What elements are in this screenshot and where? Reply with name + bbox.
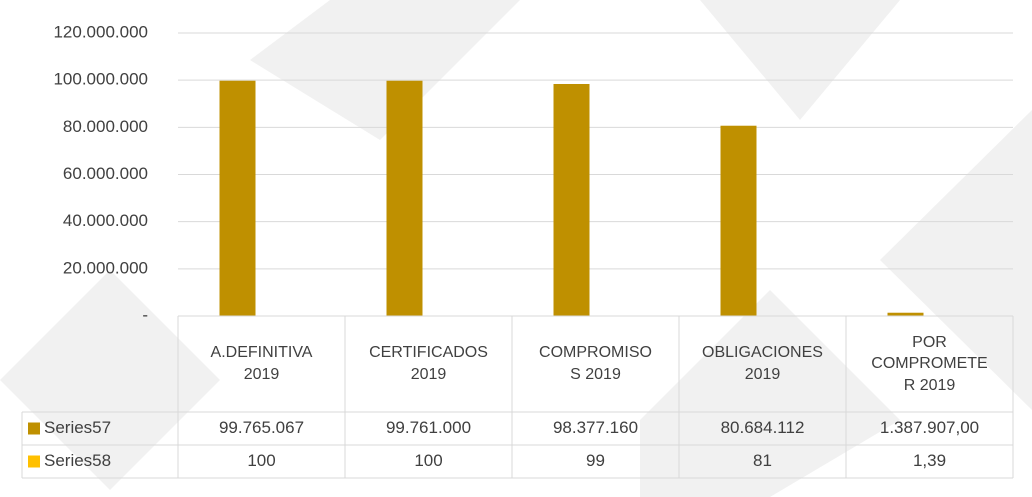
category-cell: CERTIFICADOS 2019 [369,344,488,383]
legend-swatch [28,422,40,435]
x-tick-label: OBLIGACIONES 2019 [702,344,823,383]
data-label: 80.684.112 [721,418,805,437]
legend-swatch [28,455,40,468]
x-tick-label: A.DEFINITIVA 2019 [210,344,313,383]
y-tick-label: 100.000.000 [53,70,148,89]
bar [386,80,423,316]
y-tick-label: 60.000.000 [63,164,148,183]
x-tick-label: COMPROMISOS 2019 [539,344,652,383]
data-label: 100 [247,451,275,470]
data-label: 99.765.067 [219,418,304,437]
legend-label: Series57 [44,418,111,437]
y-tick-label: 40.000.000 [63,211,148,230]
legend-label: Series58 [44,451,111,470]
category-cell: OBLIGACIONES 2019 [702,344,823,383]
category-cell: COMPROMISOS 2019 [539,344,652,383]
data-label: 81 [753,451,772,470]
data-label: 100 [414,451,442,470]
data-label: 99 [586,451,605,470]
y-tick-label: 120.000.000 [53,22,148,41]
data-label: 99.761.000 [386,418,471,437]
y-tick-label: - [142,305,148,324]
data-label: 1,39 [913,451,946,470]
bar [887,312,924,316]
category-cell: A.DEFINITIVA 2019 [210,344,313,383]
bar [720,125,757,316]
data-label: 1.387.907,00 [880,418,979,437]
x-tick-label: CERTIFICADOS 2019 [369,344,488,383]
y-tick-label: 80.000.000 [63,117,148,136]
data-label: 98.377.160 [553,418,638,437]
bar [553,83,590,316]
y-tick-label: 20.000.000 [63,258,148,277]
x-tick-label: POR COMPROMETER 2019 [871,333,988,394]
bar [219,80,256,316]
category-cell: POR COMPROMETER 2019 [871,333,988,394]
